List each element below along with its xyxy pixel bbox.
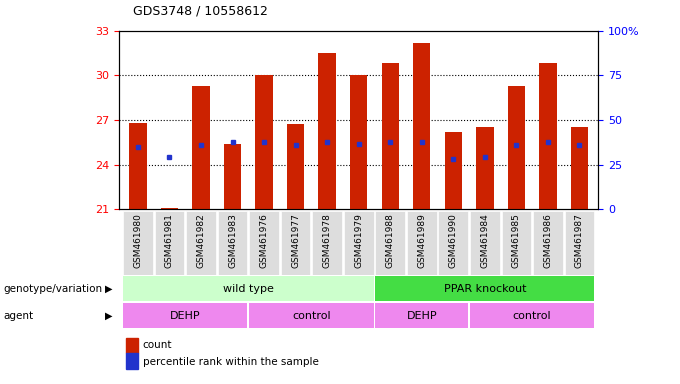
Bar — [407, 211, 437, 275]
Text: GSM461986: GSM461986 — [543, 213, 552, 268]
Bar — [186, 211, 216, 275]
Text: genotype/variation: genotype/variation — [3, 284, 103, 294]
Bar — [123, 303, 248, 328]
Bar — [470, 303, 594, 328]
Bar — [539, 63, 557, 209]
Text: wild type: wild type — [223, 284, 274, 294]
Bar — [192, 86, 209, 209]
Bar — [564, 211, 594, 275]
Bar — [476, 127, 494, 209]
Text: control: control — [513, 311, 551, 321]
Text: agent: agent — [3, 311, 33, 321]
Text: GSM461984: GSM461984 — [480, 213, 490, 268]
Bar — [571, 127, 588, 209]
Text: GSM461990: GSM461990 — [449, 213, 458, 268]
Bar — [375, 276, 594, 301]
Text: GDS3748 / 10558612: GDS3748 / 10558612 — [133, 4, 267, 17]
Bar — [344, 211, 373, 275]
Bar — [470, 211, 500, 275]
Bar — [123, 211, 153, 275]
Text: GSM461983: GSM461983 — [228, 213, 237, 268]
Bar — [439, 211, 468, 275]
Bar — [281, 211, 311, 275]
Text: control: control — [292, 311, 330, 321]
Bar — [250, 211, 279, 275]
Bar — [445, 132, 462, 209]
Text: DEHP: DEHP — [170, 311, 201, 321]
Bar — [318, 53, 336, 209]
Bar — [375, 303, 468, 328]
Bar — [218, 211, 248, 275]
Text: PPAR knockout: PPAR knockout — [443, 284, 526, 294]
Bar — [224, 144, 241, 209]
Bar — [508, 86, 525, 209]
Bar — [350, 75, 367, 209]
Text: percentile rank within the sample: percentile rank within the sample — [143, 357, 319, 367]
Bar — [502, 211, 531, 275]
Bar — [256, 75, 273, 209]
Bar — [154, 211, 184, 275]
Text: GSM461989: GSM461989 — [418, 213, 426, 268]
Text: GSM461977: GSM461977 — [291, 213, 300, 268]
Text: GSM461987: GSM461987 — [575, 213, 584, 268]
Bar — [287, 124, 304, 209]
Text: GSM461988: GSM461988 — [386, 213, 394, 268]
Text: ▶: ▶ — [105, 284, 113, 294]
Bar — [160, 208, 178, 209]
Text: GSM461980: GSM461980 — [133, 213, 142, 268]
Bar — [375, 211, 405, 275]
Bar — [123, 276, 373, 301]
Text: count: count — [143, 340, 172, 350]
Bar — [381, 63, 399, 209]
Text: GSM461978: GSM461978 — [323, 213, 332, 268]
Text: DEHP: DEHP — [407, 311, 437, 321]
Text: GSM461981: GSM461981 — [165, 213, 174, 268]
Text: GSM461976: GSM461976 — [260, 213, 269, 268]
Text: GSM461985: GSM461985 — [512, 213, 521, 268]
Bar — [250, 303, 373, 328]
Bar — [312, 211, 342, 275]
Bar — [533, 211, 563, 275]
Text: ▶: ▶ — [105, 311, 113, 321]
Text: GSM461982: GSM461982 — [197, 213, 205, 268]
Bar — [129, 123, 147, 209]
Text: GSM461979: GSM461979 — [354, 213, 363, 268]
Bar — [413, 43, 430, 209]
